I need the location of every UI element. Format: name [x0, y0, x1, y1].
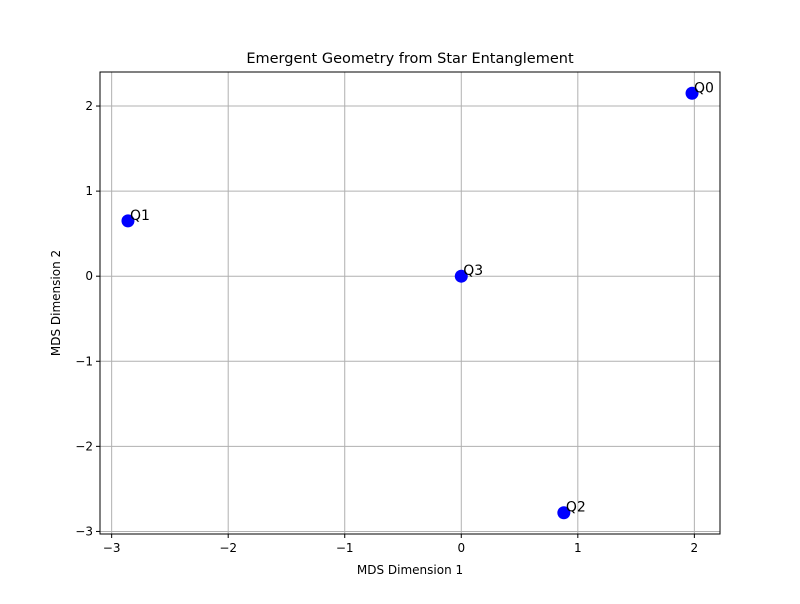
data-point-q3	[454, 269, 468, 283]
point-label-q1: Q1	[130, 208, 150, 224]
plot-frame	[99, 71, 721, 535]
point-label-q2: Q2	[566, 500, 586, 516]
x-tick-label: 2	[691, 541, 699, 555]
x-tick-label: −1	[336, 541, 354, 555]
point-labels: Q0 Q1 Q2 Q3	[130, 80, 714, 515]
x-tick-label: 0	[457, 541, 465, 555]
y-tick-label: −1	[75, 354, 93, 368]
data-point-q1	[121, 214, 135, 228]
axis-ticks: −3 −2 −1 0 1 2 −3 −2 −1 0 1 2	[75, 99, 698, 555]
y-axis-label: MDS Dimension 2	[49, 250, 63, 356]
x-tick-label: −3	[103, 541, 121, 555]
data-point-q2	[557, 506, 571, 520]
x-tick-label: 1	[574, 541, 582, 555]
point-label-q3: Q3	[463, 263, 483, 279]
point-label-q0: Q0	[694, 80, 714, 96]
chart-title: Emergent Geometry from Star Entanglement	[246, 51, 574, 67]
data-point-q0	[685, 86, 699, 100]
y-tick-label: 1	[85, 184, 93, 198]
grid	[100, 72, 720, 534]
y-tick-label: −3	[75, 524, 93, 538]
data-points	[121, 86, 699, 520]
y-tick-label: 2	[85, 99, 93, 113]
x-axis-label: MDS Dimension 1	[357, 563, 463, 577]
y-tick-label: −2	[75, 439, 93, 453]
x-tick-label: −2	[219, 541, 237, 555]
y-tick-label: 0	[85, 269, 93, 283]
